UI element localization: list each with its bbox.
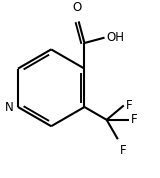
Text: OH: OH: [106, 31, 124, 44]
Text: N: N: [5, 101, 14, 114]
Text: F: F: [131, 113, 137, 126]
Text: F: F: [119, 144, 126, 157]
Text: F: F: [125, 99, 132, 112]
Text: O: O: [72, 1, 82, 14]
